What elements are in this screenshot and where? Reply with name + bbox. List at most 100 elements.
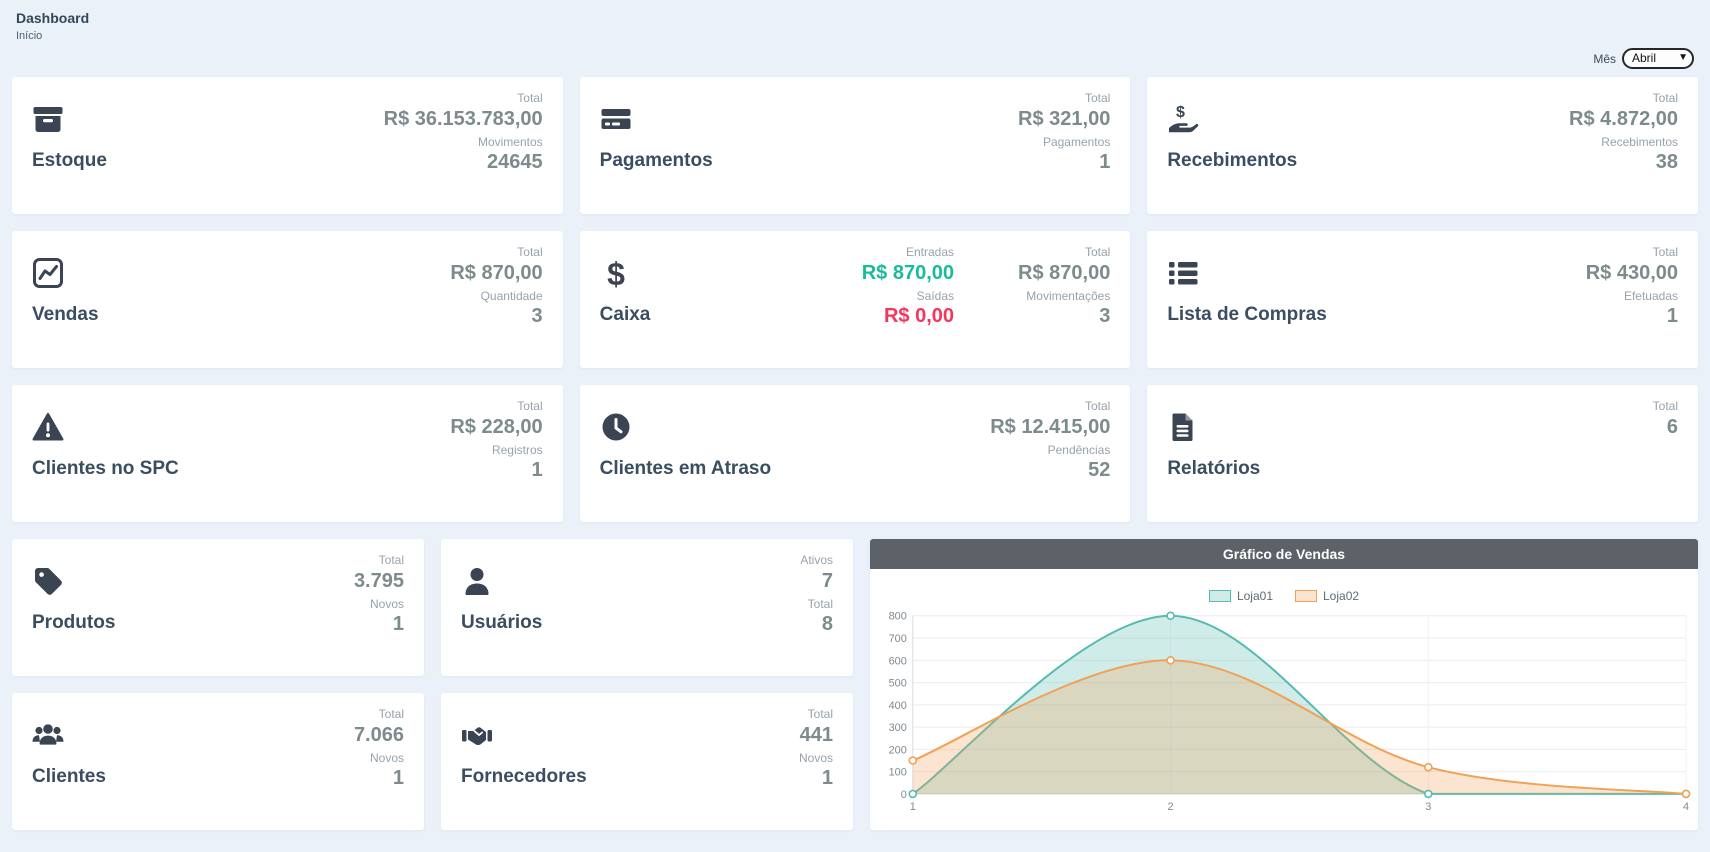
card-title: Clientes em Atraso	[599, 458, 772, 479]
card-produtos[interactable]: Produtos Total 3.795 Novos 1	[12, 539, 424, 676]
stat-label: Efetuadas	[1623, 288, 1678, 303]
stat-value: 1	[531, 459, 543, 482]
stat-label: Quantidade	[480, 288, 543, 303]
svg-text:1: 1	[910, 801, 916, 813]
card-recebimentos[interactable]: $ Recebimentos Total R$ 4.872,00 Recebim…	[1147, 77, 1698, 214]
svg-text:2: 2	[1168, 801, 1174, 813]
stat-value: R$ 12.415,00	[990, 415, 1111, 438]
stat-label: Entradas	[906, 245, 955, 259]
data-point	[908, 756, 918, 765]
stat-value-entradas: R$ 870,00	[861, 261, 955, 284]
dollar-sign-icon: $	[600, 257, 632, 289]
tag-icon	[32, 565, 64, 597]
stat-label: Ativos	[800, 553, 833, 567]
stat-label: Recebimentos	[1601, 134, 1678, 149]
card-title: Clientes no SPC	[32, 458, 179, 479]
stat-value: 1	[821, 767, 833, 790]
stat-label: Registros	[491, 442, 543, 457]
stat-label: Total	[1652, 399, 1678, 413]
stat-value: R$ 4.872,00	[1569, 107, 1678, 130]
stat-value: 24645	[487, 151, 543, 174]
hand-holding-dollar-icon: $	[1167, 103, 1199, 135]
card-title: Pagamentos	[599, 150, 713, 171]
stat-label: Total	[378, 707, 404, 721]
legend-item-loja02[interactable]: Loja02	[1295, 589, 1359, 603]
stat-value: R$ 870,00	[450, 261, 543, 284]
svg-text:400: 400	[889, 700, 907, 712]
warning-triangle-icon	[32, 411, 64, 443]
page-title: Dashboard	[16, 10, 90, 26]
stat-value: 6	[1666, 415, 1678, 438]
month-select[interactable]: Abril	[1622, 48, 1694, 69]
card-clientes-em-atraso[interactable]: Clientes em Atraso Total R$ 12.415,00 Pe…	[579, 385, 1131, 522]
stat-value: R$ 870,00	[1018, 261, 1111, 284]
data-point	[1166, 611, 1175, 621]
card-title: Relatórios	[1167, 458, 1261, 479]
stat-value: 7	[821, 569, 833, 592]
stat-label: Saídas	[916, 288, 955, 303]
data-point	[1424, 762, 1433, 772]
series-line-loja01	[912, 614, 1687, 795]
stat-value: 52	[1088, 459, 1111, 482]
stat-value: 3.795	[353, 569, 404, 592]
card-vendas[interactable]: Vendas Total R$ 870,00 Quantidade 3	[12, 231, 563, 368]
stat-label: Pendências	[1047, 442, 1111, 457]
svg-text:4: 4	[1683, 801, 1689, 813]
card-clientes-no-spc[interactable]: Clientes no SPC Total R$ 228,00 Registro…	[12, 385, 563, 522]
card-caixa[interactable]: $ Caixa Entradas R$ 870,00 Saídas R$ 0,0…	[579, 231, 1131, 368]
svg-text:3: 3	[1425, 801, 1431, 813]
breadcrumb[interactable]: Início	[16, 30, 43, 42]
svg-text:$: $	[1176, 104, 1185, 121]
stat-value: 7.066	[353, 723, 404, 746]
data-point	[1166, 656, 1175, 665]
list-icon	[1167, 257, 1199, 289]
stat-label: Novos	[369, 750, 404, 765]
stat-label: Total	[1652, 91, 1678, 105]
chart-legend: Loja01 Loja02	[870, 589, 1698, 603]
sales-chart-body: 0 100 200 300 400 500 600 700 800 1 2 3 4 Loja01 Loja…	[870, 569, 1698, 830]
stat-label: Movimentações	[1026, 288, 1111, 303]
card-lista-de-compras[interactable]: Lista de Compras Total R$ 430,00 Efetuad…	[1147, 231, 1698, 368]
stat-value: 38	[1655, 151, 1678, 174]
card-title: Recebimentos	[1167, 150, 1298, 171]
stat-label: Total	[378, 553, 404, 567]
sales-chart-panel: Gráfico de Vendas 0 100 200 300 400 500 600 700…	[870, 539, 1698, 830]
card-title: Clientes	[32, 766, 106, 787]
stat-value: 1	[1666, 305, 1678, 328]
legend-item-loja01[interactable]: Loja01	[1208, 589, 1273, 603]
handshake-icon	[461, 719, 493, 751]
card-clientes[interactable]: Clientes Total 7.066 Novos 1	[12, 693, 424, 830]
stat-label: Total	[807, 707, 833, 721]
card-fornecedores[interactable]: Fornecedores Total 441 Novos 1	[441, 693, 853, 830]
summary-grid: Estoque Total R$ 36.153.783,00 Movimento…	[12, 77, 1698, 522]
card-pagamentos[interactable]: Pagamentos Total R$ 321,00 Pagamentos 1	[579, 77, 1131, 214]
legend-swatch	[1295, 590, 1317, 602]
card-relatorios[interactable]: Relatórios Total 6	[1147, 385, 1698, 522]
stat-label: Movimentos	[477, 134, 543, 149]
data-point	[908, 789, 918, 799]
series-line-loja02	[912, 659, 1687, 795]
svg-text:800: 800	[889, 611, 907, 623]
month-filter-label: Mês	[1593, 51, 1616, 66]
svg-text:700: 700	[889, 633, 907, 645]
stat-value: 3	[531, 305, 543, 328]
svg-text:600: 600	[889, 655, 907, 667]
sales-chart-title: Gráfico de Vendas	[870, 539, 1698, 569]
credit-card-icon	[600, 103, 632, 135]
card-estoque[interactable]: Estoque Total R$ 36.153.783,00 Movimento…	[12, 77, 563, 214]
stat-label: Total	[807, 596, 833, 611]
stat-label: Total	[1652, 245, 1678, 259]
stat-label: Total	[1084, 91, 1111, 105]
stat-value: R$ 321,00	[1018, 107, 1111, 130]
data-point	[1681, 789, 1691, 799]
svg-text:500: 500	[889, 678, 907, 690]
card-title: Lista de Compras	[1167, 304, 1327, 325]
stat-label: Total	[517, 245, 543, 259]
card-usuarios[interactable]: Usuários Ativos 7 Total 8	[441, 539, 853, 676]
series-area-loja02	[912, 660, 1687, 794]
legend-label: Loja01	[1236, 589, 1273, 603]
card-title: Produtos	[32, 612, 116, 633]
stat-value: R$ 430,00	[1585, 261, 1678, 284]
stat-value-saidas: R$ 0,00	[883, 305, 955, 328]
card-title: Usuários	[461, 612, 543, 633]
